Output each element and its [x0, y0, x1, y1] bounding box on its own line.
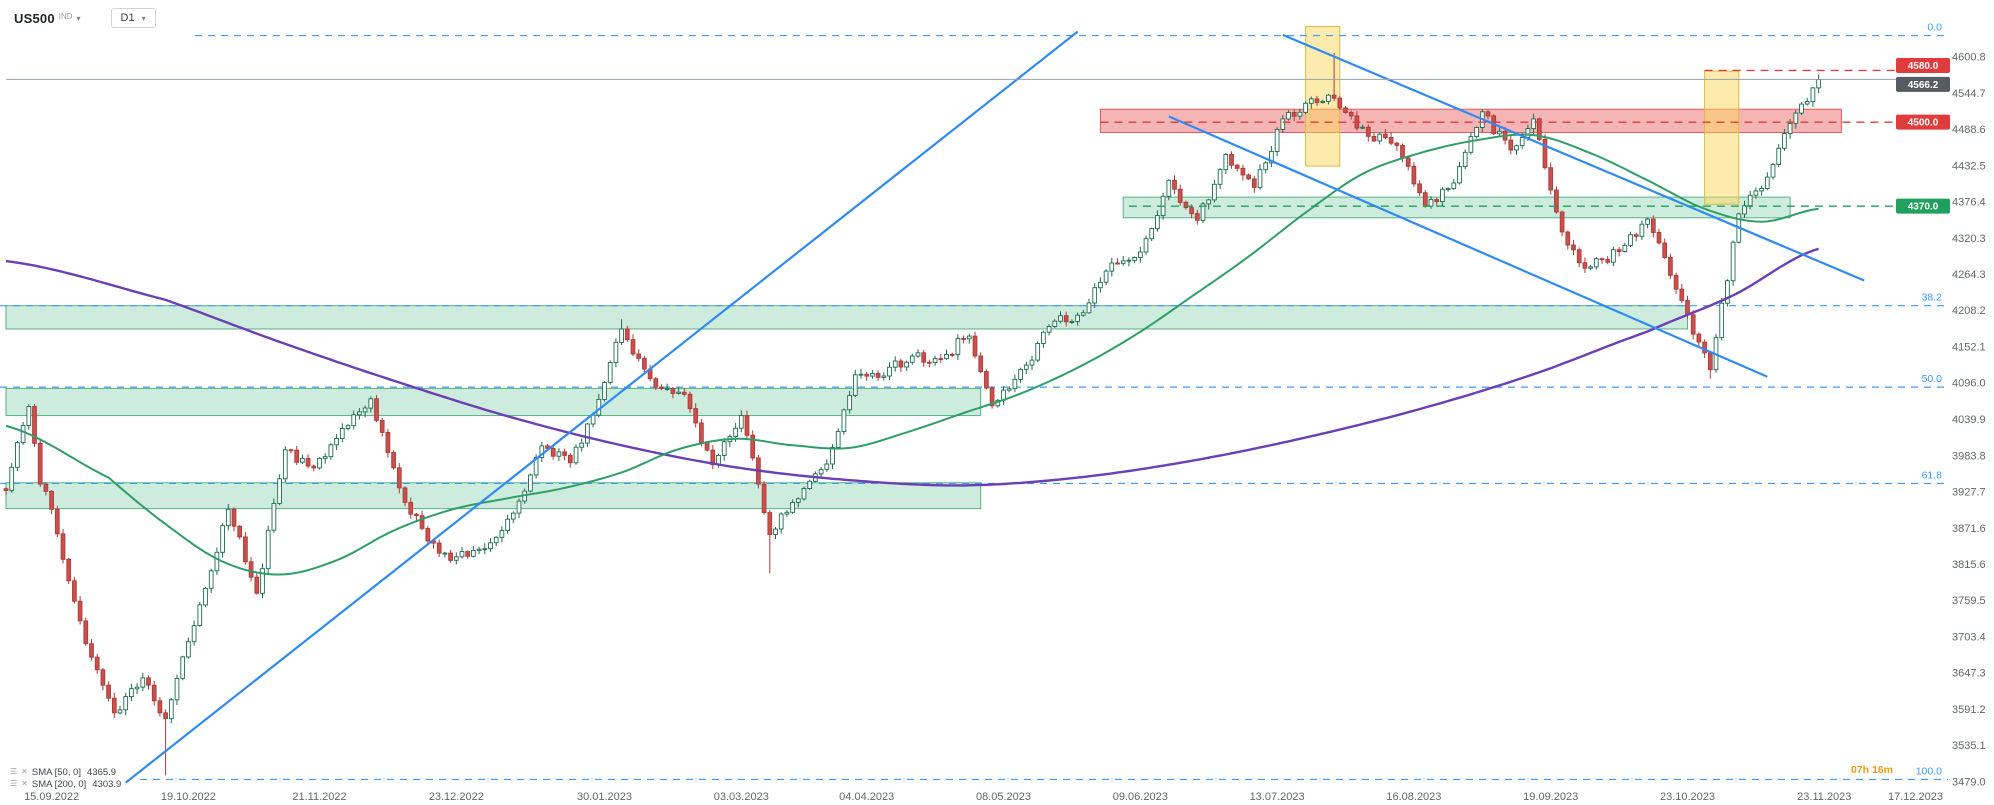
svg-text:3479.0: 3479.0 — [1952, 777, 1986, 789]
svg-text:3591.2: 3591.2 — [1952, 704, 1986, 716]
indicator-remove-icon[interactable]: ✕ — [21, 767, 28, 776]
chevron-down-icon: ▾ — [141, 14, 146, 23]
svg-text:19.10.2022: 19.10.2022 — [161, 791, 216, 803]
svg-text:4600.8: 4600.8 — [1952, 52, 1986, 64]
svg-text:4580.0: 4580.0 — [1908, 61, 1939, 72]
sr-zones[interactable] — [5, 108, 1842, 510]
svg-text:3983.8: 3983.8 — [1952, 450, 1986, 462]
indicator-settings-icon[interactable]: ☰ — [10, 779, 18, 788]
fib-label-61.8: 61.8 — [1922, 469, 1943, 481]
plot-area[interactable]: 0.0 38.2 50.0 61.8 100.0 — [0, 22, 1948, 784]
sma200-value: 4303.9 — [92, 778, 122, 790]
svg-text:4039.9: 4039.9 — [1952, 414, 1986, 426]
trendline-3[interactable] — [1168, 115, 1768, 378]
svg-text:3703.4: 3703.4 — [1952, 631, 1986, 643]
svg-text:16.08.2023: 16.08.2023 — [1386, 791, 1441, 803]
svg-text:03.03.2023: 03.03.2023 — [714, 791, 769, 803]
indicator-remove-icon[interactable]: ✕ — [21, 779, 28, 788]
svg-text:4566.2: 4566.2 — [1908, 80, 1939, 91]
svg-text:4432.5: 4432.5 — [1952, 160, 1986, 172]
svg-text:3535.1: 3535.1 — [1952, 740, 1986, 752]
sma200-label: SMA [200, 0] — [31, 778, 87, 790]
symbol-selector[interactable]: US500 IND ▾ — [10, 8, 85, 28]
support-zone[interactable] — [5, 305, 1688, 330]
price-tag-4566.2: 4566.2 — [1896, 76, 1950, 92]
trendline-1[interactable] — [125, 30, 1079, 784]
indicator-settings-icon[interactable]: ☰ — [10, 767, 18, 776]
svg-text:3647.3: 3647.3 — [1952, 668, 1986, 680]
price-tag-4500.0: 4500.0 — [1896, 114, 1950, 130]
sma200-legend-row[interactable]: ☰ ✕ SMA [200, 0] 4303.9 — [10, 778, 121, 790]
support-zone[interactable] — [5, 482, 982, 510]
svg-text:4264.3: 4264.3 — [1952, 269, 1986, 281]
fib-label-0.0: 0.0 — [1927, 22, 1942, 34]
sma50-label: SMA [50, 0] — [31, 766, 81, 778]
price-tag-4370.0: 4370.0 — [1896, 198, 1950, 214]
svg-text:23.12.2022: 23.12.2022 — [429, 791, 484, 803]
svg-text:21.11.2022: 21.11.2022 — [292, 791, 346, 803]
svg-text:4500.0: 4500.0 — [1908, 118, 1939, 129]
highlight-box[interactable] — [1704, 70, 1740, 205]
svg-text:09.06.2023: 09.06.2023 — [1113, 791, 1168, 803]
time-axis[interactable]: 15.09.2022 19.10.2022 21.11.2022 23.12.2022… — [24, 791, 1943, 803]
svg-text:3759.5: 3759.5 — [1952, 595, 1986, 607]
svg-text:19.09.2023: 19.09.2023 — [1523, 791, 1578, 803]
instrument-type-badge: IND — [58, 11, 73, 21]
timeframe-dropdown[interactable]: D1 ▾ — [110, 8, 156, 28]
fib-label-50.0: 50.0 — [1922, 373, 1943, 385]
svg-text:4096.0: 4096.0 — [1952, 378, 1986, 390]
svg-text:23.10.2023: 23.10.2023 — [1660, 791, 1715, 803]
svg-text:4370.0: 4370.0 — [1908, 202, 1939, 213]
svg-text:4544.7: 4544.7 — [1952, 88, 1986, 100]
svg-text:4376.4: 4376.4 — [1952, 197, 1986, 209]
sma200-line[interactable] — [5, 247, 1819, 487]
svg-text:13.07.2023: 13.07.2023 — [1250, 791, 1305, 803]
support-zone[interactable] — [1122, 196, 1791, 219]
svg-text:3871.6: 3871.6 — [1952, 523, 1986, 535]
sma50-legend-row[interactable]: ☰ ✕ SMA [50, 0] 4365.9 — [10, 766, 121, 778]
candlestick-series — [3, 53, 1821, 776]
bar-countdown: 07h 16m — [1851, 764, 1893, 776]
svg-text:04.04.2023: 04.04.2023 — [839, 791, 894, 803]
fib-label-38.2: 38.2 — [1922, 292, 1943, 304]
price-axis[interactable]: 4600.8 4544.7 4488.6 4432.5 4376.4 4320.3 4264… — [1952, 52, 1986, 789]
svg-text:3927.7: 3927.7 — [1952, 487, 1986, 499]
timeframe-value: D1 — [120, 12, 135, 24]
symbol-name: US500 — [14, 10, 55, 26]
svg-text:3815.6: 3815.6 — [1952, 559, 1986, 571]
trendline-2[interactable] — [1282, 33, 1865, 282]
chevron-down-icon: ▾ — [76, 13, 81, 23]
svg-text:30.01.2023: 30.01.2023 — [577, 791, 632, 803]
price-tag-4580.0: 4580.0 — [1896, 57, 1950, 73]
svg-text:4488.6: 4488.6 — [1952, 124, 1986, 136]
sma50-value: 4365.9 — [87, 766, 117, 778]
indicator-legend: ☰ ✕ SMA [50, 0] 4365.9 ☰ ✕ SMA [200, 0] … — [10, 766, 121, 790]
fib-label-100.0: 100.0 — [1916, 765, 1942, 777]
svg-text:08.05.2023: 08.05.2023 — [976, 791, 1031, 803]
chart-header: US500 IND ▾ D1 ▾ — [10, 8, 156, 28]
svg-text:4208.2: 4208.2 — [1952, 305, 1986, 317]
svg-text:15.09.2022: 15.09.2022 — [24, 791, 79, 803]
svg-text:4152.1: 4152.1 — [1952, 341, 1986, 353]
svg-text:4320.3: 4320.3 — [1952, 233, 1986, 245]
svg-text:23.11.2023: 23.11.2023 — [1797, 791, 1851, 803]
svg-text:17.12.2023: 17.12.2023 — [1888, 791, 1943, 803]
